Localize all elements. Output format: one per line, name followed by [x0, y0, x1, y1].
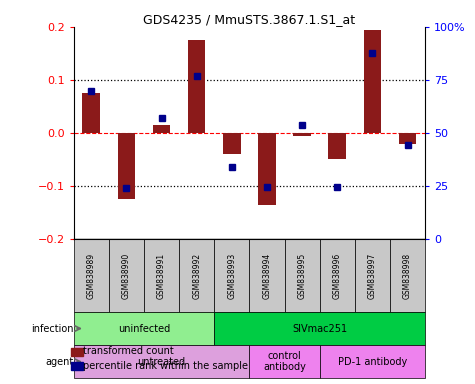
Bar	[363, 30, 381, 133]
Bar	[293, 133, 311, 136]
Bar	[390, 239, 425, 312]
Bar	[153, 125, 170, 133]
Text: agent: agent	[46, 357, 74, 367]
Text: infection: infection	[31, 323, 74, 334]
Text: PD-1 antibody: PD-1 antibody	[338, 357, 407, 367]
Text: uninfected: uninfected	[118, 323, 170, 334]
Text: GSM838997: GSM838997	[368, 252, 377, 299]
Bar	[320, 345, 425, 378]
Bar	[74, 239, 109, 312]
Bar	[214, 239, 249, 312]
Bar	[188, 40, 205, 133]
Text: GSM838990: GSM838990	[122, 252, 131, 299]
Bar	[179, 239, 214, 312]
Text: untreated: untreated	[137, 357, 186, 367]
Text: GSM838993: GSM838993	[228, 252, 236, 299]
Bar	[328, 133, 346, 159]
Text: GSM838995: GSM838995	[298, 252, 306, 299]
Bar	[258, 133, 276, 205]
Text: control
antibody: control antibody	[263, 351, 306, 372]
Bar	[320, 239, 355, 312]
Bar	[223, 133, 240, 154]
Text: transformed count: transformed count	[83, 346, 174, 356]
Text: GSM838998: GSM838998	[403, 252, 412, 298]
Bar	[118, 133, 135, 199]
Text: SIVmac251: SIVmac251	[292, 323, 347, 334]
Text: percentile rank within the sample: percentile rank within the sample	[83, 361, 248, 371]
Text: GSM838996: GSM838996	[333, 252, 342, 299]
Text: GSM838989: GSM838989	[87, 252, 95, 298]
Bar	[144, 239, 179, 312]
Title: GDS4235 / MmuSTS.3867.1.S1_at: GDS4235 / MmuSTS.3867.1.S1_at	[143, 13, 355, 26]
Bar	[74, 312, 214, 345]
Bar	[249, 345, 320, 378]
Bar	[74, 345, 249, 378]
Bar	[214, 312, 425, 345]
Bar	[285, 239, 320, 312]
Bar	[355, 239, 390, 312]
Bar	[399, 133, 416, 144]
Text: GSM838994: GSM838994	[263, 252, 271, 299]
Bar	[249, 239, 285, 312]
Text: GSM838991: GSM838991	[157, 252, 166, 298]
Bar	[109, 239, 144, 312]
Bar	[83, 93, 100, 133]
Text: GSM838992: GSM838992	[192, 252, 201, 298]
